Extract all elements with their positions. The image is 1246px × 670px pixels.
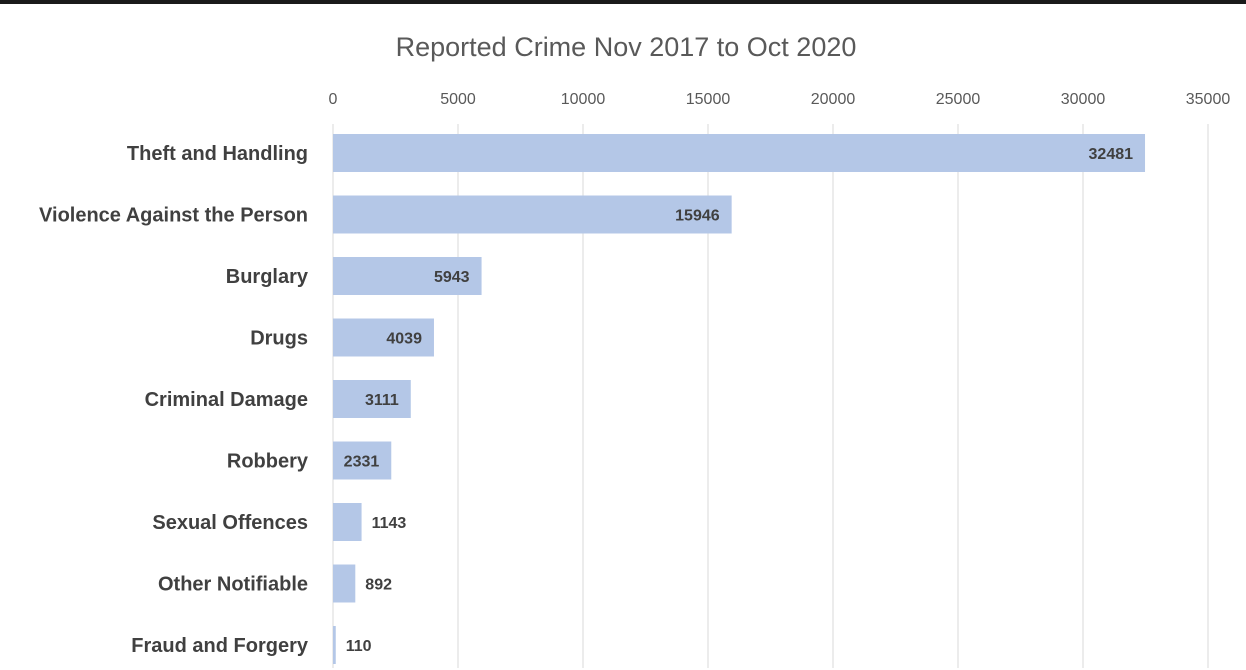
x-tick-label: 20000: [811, 91, 856, 108]
data-label: 2331: [344, 454, 380, 471]
x-tick-label: 5000: [440, 91, 476, 108]
x-tick-label: 30000: [1061, 91, 1106, 108]
category-label: Other Notifiable: [158, 574, 308, 596]
x-tick-label: 35000: [1186, 91, 1231, 108]
bar: [333, 134, 1146, 172]
data-label: 32481: [1089, 146, 1134, 163]
bar: [333, 626, 336, 664]
data-labels: 32481 15946 5943 4039 3111 2331 1143 892 110: [344, 146, 1133, 655]
bar: [333, 503, 362, 541]
bar: [333, 318, 434, 357]
data-label: 892: [365, 577, 392, 594]
x-tick-label: 0: [329, 91, 338, 108]
data-label: 110: [346, 638, 372, 655]
bar: [333, 441, 392, 480]
bar: [333, 564, 356, 603]
top-border: [0, 0, 1246, 4]
category-label: Sexual Offences: [152, 512, 308, 534]
x-tick-label: 15000: [686, 91, 731, 108]
bar: [333, 195, 732, 234]
category-label: Fraud and Forgery: [131, 635, 309, 657]
category-label: Violence Against the Person: [39, 205, 308, 227]
chart-title: Reported Crime Nov 2017 to Oct 2020: [396, 32, 857, 62]
category-label: Theft and Handling: [127, 143, 308, 165]
x-tick-label: 10000: [561, 91, 606, 108]
bar: [333, 380, 411, 418]
data-label: 5943: [434, 269, 470, 286]
data-label: 3111: [365, 392, 399, 409]
x-axis-ticks: 0 5000 10000 15000 20000 25000 30000 35000: [329, 91, 1231, 108]
data-label: 15946: [675, 208, 720, 225]
category-labels: Theft and Handling Violence Against the P…: [39, 143, 309, 657]
data-label: 1143: [372, 515, 407, 532]
category-label: Drugs: [250, 328, 308, 350]
x-tick-label: 25000: [936, 91, 981, 108]
category-label: Criminal Damage: [145, 389, 308, 411]
data-label: 4039: [386, 331, 422, 348]
category-label: Robbery: [227, 451, 309, 473]
category-label: Burglary: [226, 266, 309, 288]
bar: [333, 257, 482, 295]
bars: [333, 134, 1146, 664]
